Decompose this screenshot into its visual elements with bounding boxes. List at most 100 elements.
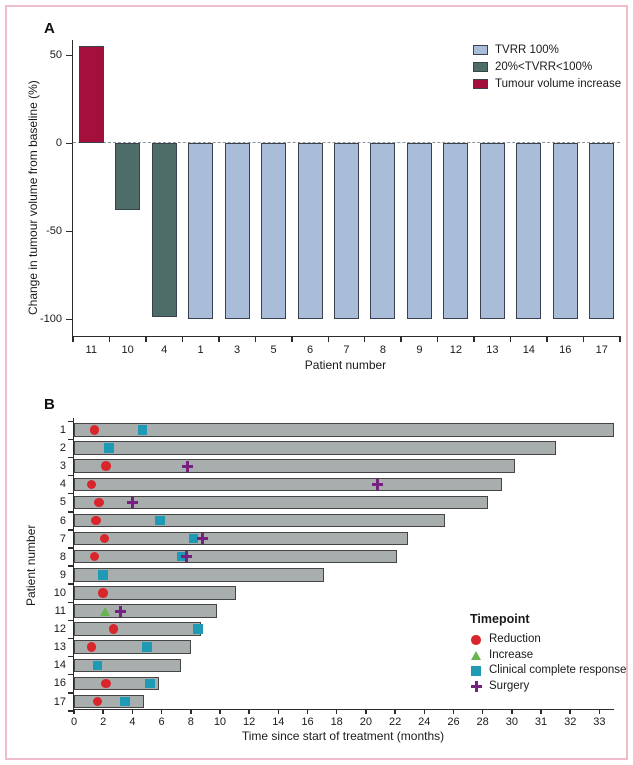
marker-ccr-patient-7	[188, 533, 199, 544]
x-tick	[540, 709, 542, 714]
x-category-label: 14	[522, 344, 535, 356]
y-tick	[68, 692, 74, 694]
increase-icon	[471, 650, 481, 660]
x-tick-label: 32	[564, 716, 577, 728]
legend-item-surgery: Surgery	[470, 679, 626, 695]
ccr-icon	[471, 666, 481, 676]
legend-label: Tumour volume increase	[495, 78, 622, 90]
x-tick	[365, 709, 367, 714]
patient-label-12: 12	[53, 623, 66, 636]
legend-marker-surgery	[470, 680, 482, 692]
x-category-label: 5	[270, 344, 277, 356]
x-tick	[291, 336, 293, 342]
x-category-label: 7	[343, 344, 350, 356]
x-tick-label: 16	[301, 716, 314, 728]
panel-b-plot-area: 1 2 3 4 5 6 7 8 9 10 11 12 13 14 16 17 0 2 4 6 8 10 12 14 16 18 20…	[54, 418, 614, 728]
legend-item-increase: Increase	[470, 648, 626, 664]
duration-bar-patient-17	[74, 694, 145, 709]
patient-label-9: 9	[59, 568, 66, 581]
surgery-cross-horizontal-bar	[115, 609, 127, 613]
x-tick	[481, 709, 484, 714]
panel-b-y-axis-title: Patient number	[24, 524, 38, 606]
patient-label-4: 4	[59, 478, 66, 491]
x-category-label: 9	[416, 344, 423, 356]
x-tick-label: 28	[476, 716, 489, 728]
x-tick	[509, 336, 512, 342]
reduction-icon	[471, 635, 481, 645]
y-tick	[68, 601, 74, 603]
duration-bar-patient-14	[74, 658, 181, 673]
x-tick	[73, 709, 75, 714]
panel-a-plot-area: 50 0 -50 -100 11 10 4 1 3 5 6 7 8 9 12 13 14 16 17	[40, 40, 621, 356]
x-tick	[72, 336, 74, 342]
duration-bar-patient-3	[74, 459, 515, 473]
patient-label-16: 16	[53, 677, 66, 690]
legend-item-partial: 20%<TVRR<100%	[473, 61, 621, 73]
duration-bar-patient-13	[74, 640, 191, 654]
marker-surgery-patient-7	[196, 533, 208, 545]
x-tick	[218, 336, 220, 342]
marker-reduction-patient-1	[89, 425, 100, 435]
x-tick	[436, 336, 439, 342]
bar-patient-8	[370, 143, 396, 319]
x-tick-label: 2	[100, 716, 107, 728]
x-tick	[363, 336, 366, 342]
x-category-label: 8	[379, 344, 386, 356]
patient-label-14: 14	[53, 659, 66, 672]
marker-ccr-patient-17	[120, 696, 130, 707]
x-tick-label: 8	[187, 716, 194, 728]
marker-reduction-patient-5	[94, 497, 104, 508]
x-tick-label: 31	[534, 716, 548, 728]
marker-reduction-patient-7	[99, 533, 110, 544]
x-tick	[254, 336, 257, 342]
y-tick	[66, 142, 73, 144]
x-tick	[108, 336, 111, 342]
marker-reduction-patient-10	[98, 588, 108, 598]
duration-bar-patient-4	[74, 477, 502, 492]
marker-surgery-patient-4	[372, 478, 384, 490]
bar-patient-9	[406, 143, 432, 319]
surgery-cross-horizontal-bar	[182, 464, 194, 468]
marker-surgery-patient-11	[115, 605, 127, 617]
panel-a-y-axis-title: Change in tumour volume from baseline (%…	[26, 80, 40, 315]
x-tick	[619, 336, 621, 342]
marker-reduction-patient-16	[101, 678, 111, 689]
x-tick	[598, 709, 601, 714]
x-category-label: 4	[161, 344, 168, 356]
y-tick	[68, 420, 74, 422]
bar-patient-17	[589, 143, 615, 319]
bar-patient-14	[516, 143, 542, 319]
y-tick	[66, 230, 73, 232]
x-tick-label: 10	[213, 716, 227, 728]
x-tick	[277, 709, 280, 714]
legend-label: Surgery	[489, 679, 530, 692]
y-tick	[68, 438, 74, 441]
bar-patient-3	[224, 143, 250, 319]
bar-patient-4	[151, 143, 177, 318]
legend-label: Reduction	[489, 633, 541, 646]
panel-b-letter: B	[44, 396, 55, 413]
y-tick	[68, 547, 74, 549]
x-category-label: 12	[449, 344, 462, 356]
marker-reduction-patient-3	[101, 461, 111, 471]
y-tick	[68, 529, 74, 531]
panel-b-legend-title: Timepoint	[470, 612, 530, 626]
duration-bar-patient-9	[74, 568, 324, 582]
bar-patient-6	[297, 143, 323, 319]
panel-b-x-axis-title: Time since start of treatment (months)	[241, 729, 445, 743]
x-tick-label: 24	[418, 716, 431, 728]
duration-bar-patient-12	[74, 622, 201, 636]
marker-reduction-patient-6	[91, 515, 101, 526]
x-category-label: 17	[595, 344, 608, 356]
surgery-cross-horizontal-bar	[196, 537, 208, 541]
x-tick	[400, 336, 402, 342]
patient-label-10: 10	[53, 586, 66, 599]
x-tick	[327, 336, 330, 342]
x-tick	[335, 709, 338, 714]
patient-label-3: 3	[59, 460, 66, 473]
surgery-cross-horizontal-bar	[470, 684, 482, 688]
y-tick	[68, 583, 74, 585]
bar-patient-5	[261, 143, 287, 319]
patient-label-13: 13	[53, 641, 66, 654]
